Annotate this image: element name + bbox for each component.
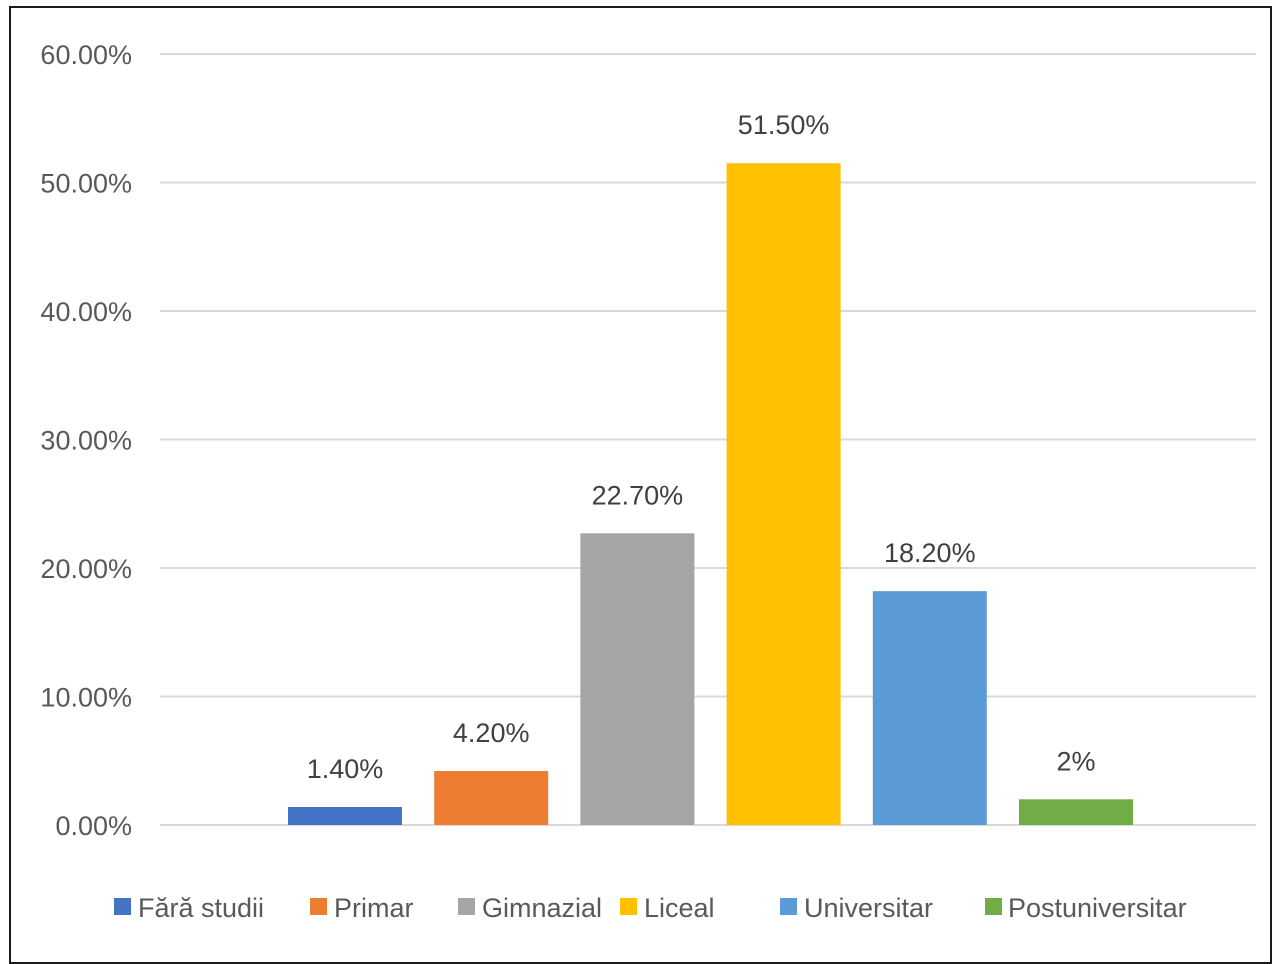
legend-swatch	[620, 898, 637, 915]
legend-swatch	[458, 898, 475, 915]
y-axis-tick-labels: 0.00% 10.00% 20.00% 30.00% 40.00% 50.00% 60.00…	[40, 40, 132, 841]
y-tick-label: 10.00%	[40, 683, 132, 713]
legend-swatch	[780, 898, 797, 915]
y-tick-label: 0.00%	[55, 811, 132, 841]
legend-swatch	[114, 898, 131, 915]
legend-item: Postuniversitar	[985, 893, 1187, 923]
bar-primar	[434, 771, 549, 825]
data-label: 51.50%	[738, 110, 830, 140]
legend-item: Liceal	[620, 893, 715, 923]
y-tick-label: 60.00%	[40, 40, 132, 70]
data-label: 22.70%	[592, 480, 684, 510]
y-tick-label: 20.00%	[40, 554, 132, 584]
bar-gimnazial	[580, 533, 695, 825]
data-labels: 1.40% 4.20% 22.70% 51.50% 18.20% 2%	[307, 110, 1096, 784]
legend-label: Primar	[334, 893, 414, 923]
legend-label: Postuniversitar	[1008, 893, 1187, 923]
legend-item: Fără studii	[114, 893, 264, 923]
data-label: 4.20%	[453, 718, 530, 748]
data-label: 2%	[1056, 746, 1095, 776]
bar-f-r-studii	[288, 807, 402, 825]
bars	[288, 163, 1133, 826]
y-tick-label: 30.00%	[40, 426, 132, 456]
legend-swatch	[985, 898, 1002, 915]
bar-postuniversitar	[1019, 799, 1133, 825]
legend-item: Primar	[310, 893, 414, 923]
legend-item: Gimnazial	[458, 893, 602, 923]
gridlines	[160, 53, 1256, 826]
y-tick-label: 40.00%	[40, 297, 132, 327]
bar-liceal	[726, 163, 841, 826]
legend-label: Liceal	[644, 893, 715, 923]
legend-item: Universitar	[780, 893, 933, 923]
legend: Fără studii Primar Gimnazial Liceal Universi…	[114, 893, 1187, 923]
legend-label: Gimnazial	[482, 893, 602, 923]
data-label: 18.20%	[884, 538, 976, 568]
legend-label: Fără studii	[138, 893, 264, 923]
data-label: 1.40%	[307, 754, 384, 784]
legend-label: Universitar	[804, 893, 933, 923]
legend-swatch	[310, 898, 327, 915]
y-tick-label: 50.00%	[40, 169, 132, 199]
bar-universitar	[872, 591, 987, 825]
